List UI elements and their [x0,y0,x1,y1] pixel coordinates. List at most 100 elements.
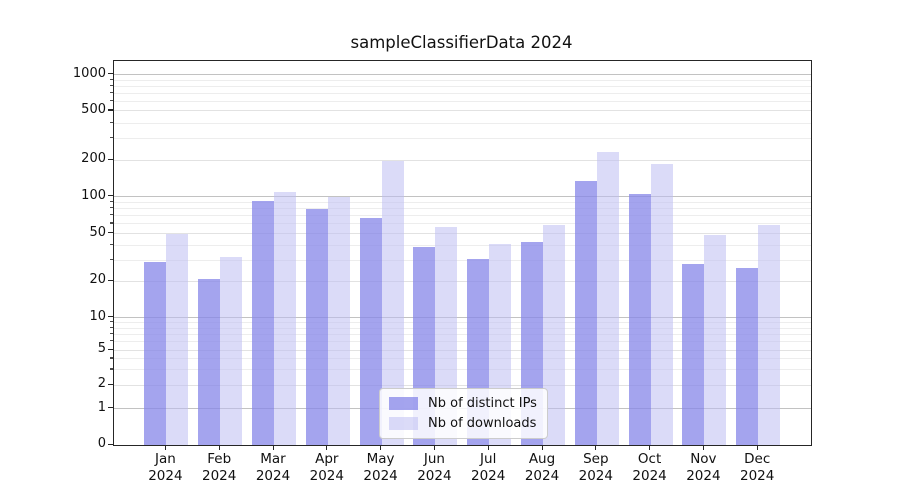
bar-apr-downloads [327,196,350,445]
bar-dec-distinct-ips [736,267,759,445]
x-tick-label-nov: Nov 2024 [686,451,721,484]
y-tick-mark-1 [108,407,113,409]
x-tick-mark-sep [595,445,597,450]
x-tick-label-aug: Aug 2024 [524,451,560,484]
gridline-900 [114,79,811,81]
y-tick-label-2: 2 [97,376,106,392]
y-minor-tick-mark-8 [110,326,113,328]
x-tick-mark-dec [756,445,758,450]
plot-area [113,60,812,446]
bar-oct-downloads [650,163,673,445]
y-tick-label-10: 10 [89,308,106,324]
gridline-5 [114,349,811,351]
y-minor-tick-mark-900 [110,78,113,80]
x-tick-mark-oct [649,445,651,450]
x-tick-mark-aug [541,445,543,450]
gridline-300 [114,137,811,139]
gridline-500 [114,110,811,112]
bar-mar-downloads [274,191,296,445]
y-tick-mark-100 [108,195,113,197]
x-tick-label-jul: Jul 2024 [471,451,506,484]
gridline-90 [114,201,811,203]
x-tick-mark-may [380,445,382,450]
gridline-70 [114,215,811,217]
y-tick-label-1: 1 [97,399,106,415]
bar-sep-downloads [596,151,619,445]
y-tick-label-5: 5 [97,341,106,357]
x-tick-mark-jan [164,445,167,450]
bar-nov-downloads [704,234,727,445]
x-tick-label-may: May 2024 [363,451,398,484]
gridline-600 [114,100,811,102]
y-minor-tick-mark-600 [110,99,113,102]
x-tick-mark-jun [433,445,436,450]
y-minor-tick-mark-300 [110,136,113,139]
bar-jan-downloads [166,233,189,445]
gridline-100 [114,196,811,198]
y-tick-label-50: 50 [89,224,106,240]
y-tick-mark-2 [108,383,113,385]
legend: Nb of distinct IPs Nb of downloads [379,388,548,439]
legend-swatch-distinct-ips [389,397,418,410]
gridline-2 [114,384,811,386]
y-minor-tick-mark-40 [110,243,113,245]
x-tick-label-jun: Jun 2024 [417,451,452,484]
y-tick-label-20: 20 [89,272,106,288]
x-tick-label-feb: Feb 2024 [202,451,237,484]
bar-nov-distinct-ips [682,263,705,445]
gridline-50 [114,233,811,235]
y-minor-tick-mark-6 [110,340,113,342]
y-minor-tick-mark-800 [110,84,113,87]
y-tick-mark-1000 [108,73,113,75]
legend-label-downloads: Nb of downloads [428,416,537,431]
y-tick-label-200: 200 [81,151,106,167]
legend-label-distinct-ips: Nb of distinct IPs [428,396,537,411]
y-tick-mark-50 [108,232,113,234]
x-tick-mark-jul [487,445,489,450]
y-tick-mark-20 [108,279,113,282]
gridline-10 [114,317,811,319]
bar-feb-distinct-ips [198,278,221,445]
gridline-700 [114,92,811,94]
gridline-80 [114,208,811,210]
bar-dec-downloads [758,224,781,445]
gridline-60 [114,223,811,225]
chart-title: sampleClassifierData 2024 [350,33,573,52]
y-tick-mark-200 [108,158,113,160]
bar-sep-distinct-ips [574,180,597,445]
x-tick-mark-apr [326,445,328,450]
x-tick-label-oct: Oct 2024 [632,451,667,484]
gridline-800 [114,85,811,87]
legend-row-distinct-ips: Nb of distinct IPs [389,396,537,411]
gridline-7 [114,333,811,335]
gridline-20 [114,280,811,282]
bar-may-distinct-ips [359,218,382,445]
y-tick-mark-10 [108,316,113,318]
gridline-9 [114,322,811,324]
y-minor-tick-mark-60 [110,222,113,224]
y-minor-tick-mark-30 [110,258,113,261]
x-tick-mark-feb [218,445,220,450]
gridline-3 [114,369,811,371]
y-minor-tick-mark-9 [110,321,113,323]
y-tick-mark-5 [108,348,113,350]
bar-aug-downloads [543,224,565,445]
y-tick-label-0: 0 [97,436,106,451]
x-tick-label-jan: Jan 2024 [148,451,183,484]
y-minor-tick-mark-70 [110,214,113,216]
bar-feb-downloads [220,257,243,445]
bar-apr-distinct-ips [305,208,328,445]
y-minor-tick-mark-400 [110,121,113,123]
bar-jan-distinct-ips [144,262,167,445]
y-minor-tick-mark-3 [110,368,113,370]
bar-mar-distinct-ips [252,200,274,445]
gridline-1000 [114,74,811,76]
y-tick-label-500: 500 [81,101,106,117]
legend-swatch-downloads [389,417,418,430]
gridline-30 [114,259,811,261]
gridline-200 [114,159,811,161]
x-tick-label-dec: Dec 2024 [740,451,775,484]
y-minor-tick-mark-80 [110,207,113,209]
x-tick-mark-nov [702,445,705,450]
